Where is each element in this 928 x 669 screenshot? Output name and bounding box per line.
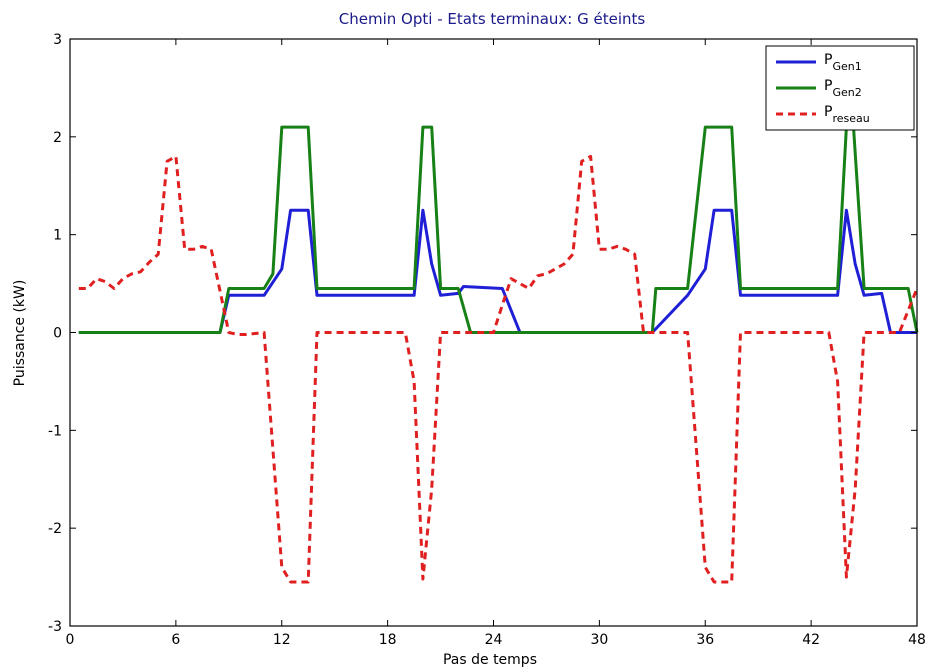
x-tick-label: 48 [908,632,926,648]
y-axis-label: Puissance (kW) [12,280,28,387]
x-tick-label: 6 [171,632,180,648]
x-tick-label: 36 [696,632,714,648]
x-tick-label: 42 [802,632,820,648]
y-tick-label: 2 [53,130,62,146]
y-tick-label: -2 [48,521,62,537]
series-line-gen2 [78,125,919,334]
y-tick-label: -3 [48,619,62,635]
chart-title: Chemin Opti - Etats terminaux: G éteints [339,10,646,28]
x-tick-label: 12 [273,632,291,648]
x-tick-label: 18 [379,632,397,648]
series-line-gen1 [78,208,917,334]
x-tick-label: 24 [485,632,503,648]
series-line-reseau [78,154,919,584]
x-axis-label: Pas de temps [443,652,537,668]
x-tick-label: 30 [590,632,608,648]
y-tick-label: 1 [53,228,62,244]
x-tick-label: 0 [66,632,75,648]
y-tick-label: -1 [48,423,62,439]
y-tick-label: 3 [53,32,62,48]
y-tick-label: 0 [53,326,62,342]
plot-area [78,125,919,584]
